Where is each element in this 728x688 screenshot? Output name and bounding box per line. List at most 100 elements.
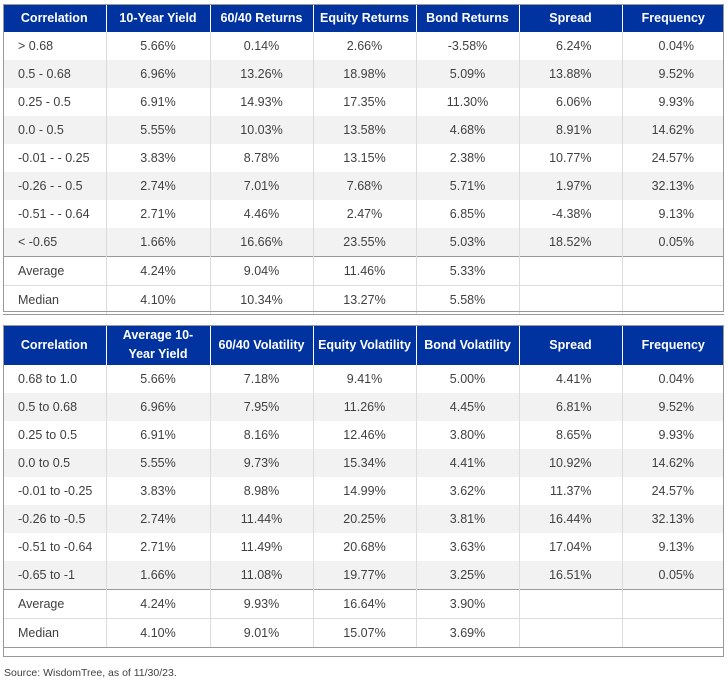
table-cell: [622, 285, 724, 315]
table-cell: 7.01%: [210, 172, 314, 200]
stat-label-cell: Average: [3, 589, 107, 619]
table-cell: 6.81%: [519, 393, 623, 421]
table-cell: 5.71%: [416, 172, 520, 200]
returns-by-correlation-table: Correlation 10-Year Yield 60/40 Returns Equ…: [3, 4, 724, 315]
table-cell: 1.66%: [106, 228, 211, 257]
table-cell: 2.74%: [106, 172, 211, 200]
table-cell: 0.04%: [622, 32, 724, 60]
header-row: Correlation 10-Year Yield 60/40 Returns Equ…: [3, 4, 724, 32]
table-cell: 5.55%: [106, 449, 211, 477]
table-cell: 17.35%: [313, 88, 417, 116]
column-header: 10-Year Yield: [106, 4, 211, 32]
table-cell: 6.96%: [106, 393, 211, 421]
table-cell: 10.92%: [519, 449, 623, 477]
correlation-range-cell: -0.51 to -0.64: [3, 533, 107, 561]
table-cell: 5.55%: [106, 116, 211, 144]
table-row: < -0.65 1.66% 16.66% 23.55% 5.03% 18.52% 0.05%: [3, 228, 724, 257]
table-cell: [519, 589, 623, 619]
table-cell: 4.45%: [416, 393, 520, 421]
column-header: Frequency: [622, 4, 724, 32]
table-cell: 11.44%: [210, 505, 314, 533]
table-cell: 2.47%: [313, 200, 417, 228]
table-cell: [519, 285, 623, 315]
table-cell: 16.64%: [313, 589, 417, 619]
correlation-range-cell: -0.26 - - 0.5: [3, 172, 107, 200]
column-header: Equity Returns: [313, 4, 417, 32]
table-cell: 11.37%: [519, 477, 623, 505]
table-cell: 13.26%: [210, 60, 314, 88]
table-row: 0.25 - 0.5 6.91% 14.93% 17.35% 11.30% 6.06% 9.…: [3, 88, 724, 116]
correlation-range-cell: 0.5 - 0.68: [3, 60, 107, 88]
table-cell: [622, 256, 724, 286]
table-cell: 8.16%: [210, 421, 314, 449]
table-cell: 3.69%: [416, 618, 520, 648]
correlation-range-cell: 0.25 to 0.5: [3, 421, 107, 449]
table-cell: 17.04%: [519, 533, 623, 561]
table-cell: 6.06%: [519, 88, 623, 116]
table-row: -0.51 - - 0.64 2.71% 4.46% 2.47% 6.85% -4.38%…: [3, 200, 724, 228]
table-row: 0.25 to 0.5 6.91% 8.16% 12.46% 3.80% 8.65% 9.9…: [3, 421, 724, 449]
table-cell: 4.10%: [106, 618, 211, 648]
table-cell: 16.44%: [519, 505, 623, 533]
correlation-range-cell: -0.65 to -1: [3, 561, 107, 590]
table-cell: 5.66%: [106, 32, 211, 60]
table-cell: 3.83%: [106, 144, 211, 172]
table-cell: 2.38%: [416, 144, 520, 172]
table-cell: [519, 256, 623, 286]
table-cell: 11.46%: [313, 256, 417, 286]
table-cell: 11.26%: [313, 393, 417, 421]
column-header: Spread: [519, 4, 623, 32]
table-cell: 15.07%: [313, 618, 417, 648]
table-cell: 12.46%: [313, 421, 417, 449]
table-cell: 14.99%: [313, 477, 417, 505]
table-cell: 32.13%: [622, 172, 724, 200]
table-row: -0.26 to -0.5 2.74% 11.44% 20.25% 3.81% 16.44…: [3, 505, 724, 533]
table-row: > 0.68 5.66% 0.14% 2.66% -3.58% 6.24% 0.04%: [3, 32, 724, 60]
table-cell: 20.25%: [313, 505, 417, 533]
table-cell: 3.80%: [416, 421, 520, 449]
table-cell: 9.52%: [622, 393, 724, 421]
stat-label-cell: Average: [3, 256, 107, 286]
table-cell: 32.13%: [622, 505, 724, 533]
table-cell: 8.65%: [519, 421, 623, 449]
correlation-range-cell: < -0.65: [3, 228, 107, 257]
table-cell: 6.24%: [519, 32, 623, 60]
table-cell: 9.13%: [622, 533, 724, 561]
table-cell: 6.91%: [106, 421, 211, 449]
table-cell: 3.83%: [106, 477, 211, 505]
table-cell: 4.41%: [416, 449, 520, 477]
table-row: -0.01 to -0.25 3.83% 8.98% 14.99% 3.62% 11.37…: [3, 477, 724, 505]
correlation-range-cell: -0.01 to -0.25: [3, 477, 107, 505]
correlation-range-cell: 0.68 to 1.0: [3, 365, 107, 393]
table-cell: 13.27%: [313, 285, 417, 315]
table-cell: 11.30%: [416, 88, 520, 116]
table-row: 0.5 to 0.68 6.96% 7.95% 11.26% 4.45% 6.81% 9.5…: [3, 393, 724, 421]
column-header: 60/40 Volatility: [210, 325, 314, 365]
table-cell: 5.09%: [416, 60, 520, 88]
table-cell: 4.46%: [210, 200, 314, 228]
table-cell: 20.68%: [313, 533, 417, 561]
table-cell: 3.81%: [416, 505, 520, 533]
table-row: -0.01 - - 0.25 3.83% 8.78% 13.15% 2.38% 10.77…: [3, 144, 724, 172]
table-cell: 13.88%: [519, 60, 623, 88]
column-header: Bond Volatility: [416, 325, 520, 365]
table-cell: 9.93%: [622, 88, 724, 116]
table-cell: 9.04%: [210, 256, 314, 286]
column-header: Average 10-Year Yield: [106, 325, 211, 365]
correlation-range-cell: 0.5 to 0.68: [3, 393, 107, 421]
table-cell: 9.41%: [313, 365, 417, 393]
table-cell: 4.10%: [106, 285, 211, 315]
table-cell: 4.41%: [519, 365, 623, 393]
table-cell: 15.34%: [313, 449, 417, 477]
header-row: Correlation Average 10-Year Yield 60/40 Vo…: [3, 325, 724, 365]
table-cell: 16.51%: [519, 561, 623, 590]
table-cell: 10.03%: [210, 116, 314, 144]
table-cell: 14.62%: [622, 449, 724, 477]
table-row: 0.68 to 1.0 5.66% 7.18% 9.41% 5.00% 4.41% 0.04…: [3, 365, 724, 393]
table-cell: 3.62%: [416, 477, 520, 505]
table-cell: 16.66%: [210, 228, 314, 257]
column-header: Correlation: [3, 4, 107, 32]
table-cell: 5.66%: [106, 365, 211, 393]
table-cell: 8.98%: [210, 477, 314, 505]
table-cell: 8.78%: [210, 144, 314, 172]
